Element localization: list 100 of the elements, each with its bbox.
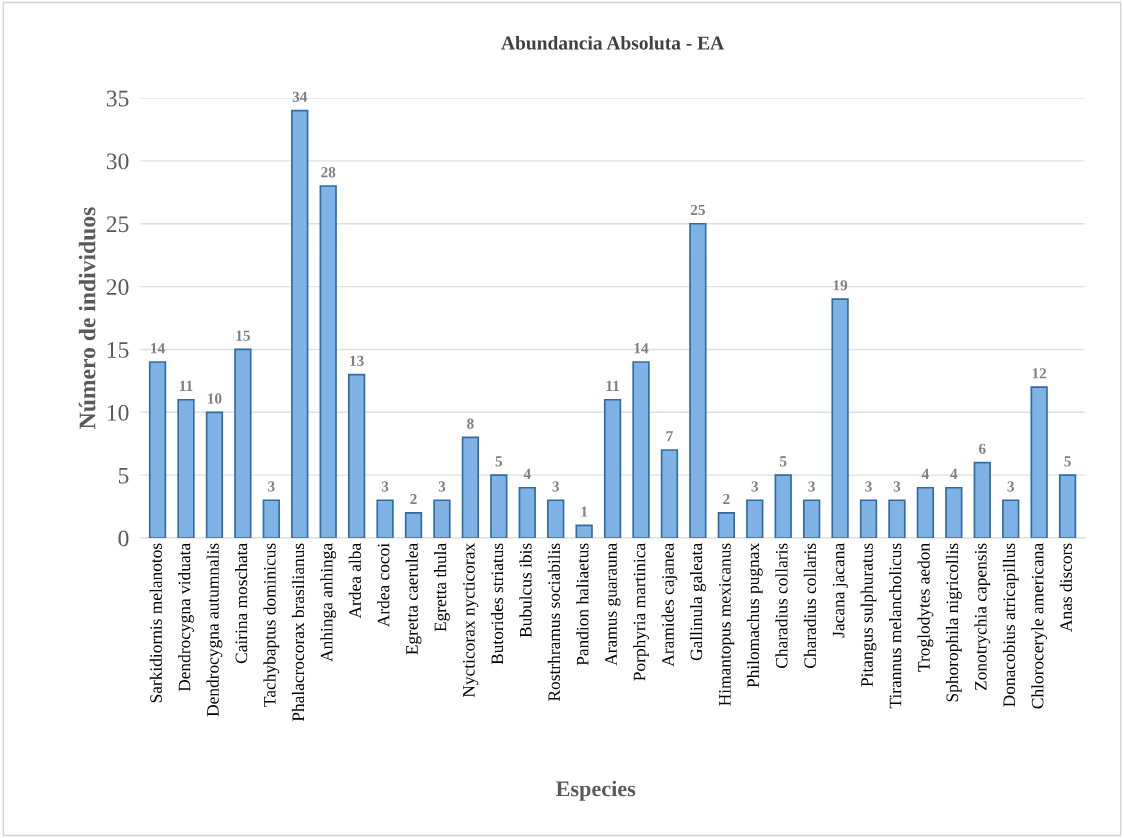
- data-label: 5: [780, 456, 787, 467]
- x-tick-label: Tachybaptus dominicus: [263, 543, 280, 707]
- bar: [575, 524, 593, 538]
- data-label: 10: [208, 393, 222, 404]
- data-label: 19: [833, 280, 848, 291]
- data-label: 3: [893, 481, 901, 492]
- data-label: 13: [350, 355, 364, 366]
- bar: [177, 398, 195, 538]
- x-tick-label: Chloroceryle americana: [1031, 543, 1048, 709]
- x-tick-label: Jacana jacana: [832, 543, 848, 638]
- data-label: 7: [666, 431, 673, 442]
- x-tick-label: Phalacrocorax brasilianus: [291, 543, 305, 722]
- data-label: 11: [606, 380, 620, 391]
- y-tick-label: 25: [106, 216, 129, 233]
- y-tick-label: 35: [106, 90, 129, 107]
- y-tick-label: 30: [106, 153, 129, 170]
- data-label: 3: [1007, 481, 1015, 492]
- bar: [1030, 386, 1048, 538]
- data-label: 14: [151, 343, 165, 354]
- bar: [262, 499, 280, 538]
- x-tick-label: Sarkidiornis melanotos: [149, 543, 162, 703]
- data-label: 6: [978, 443, 986, 454]
- data-label: 11: [180, 380, 193, 391]
- x-tick-label: Butorides striatus: [490, 543, 504, 665]
- data-label: 14: [634, 343, 649, 354]
- data-label: 3: [865, 481, 872, 492]
- bar: [347, 373, 366, 538]
- bar: [746, 499, 764, 538]
- x-tick-label: Ardea cocoi: [377, 543, 390, 628]
- data-label: 25: [690, 204, 705, 216]
- bar: [660, 449, 679, 538]
- x-tick-label: Dendrocygna viduata: [178, 543, 194, 692]
- bar: [1058, 474, 1077, 538]
- x-tick-label: Himantopus mexicanus: [719, 543, 735, 706]
- data-label: 1: [581, 506, 588, 517]
- y-axis-title: Número de individuos: [78, 207, 96, 429]
- data-label: 4: [950, 468, 958, 479]
- bar: [376, 499, 394, 538]
- x-tick-label: Egretta caerulea: [405, 543, 422, 655]
- bar: [205, 411, 224, 538]
- data-label: 12: [1032, 368, 1047, 379]
- bar: [945, 486, 963, 538]
- data-label: 3: [751, 481, 759, 492]
- bar: [603, 398, 622, 538]
- x-tick-label: Anas discors: [1059, 543, 1072, 632]
- bar: [888, 499, 906, 538]
- x-tick-label: Charadius collaris: [775, 543, 788, 668]
- y-tick-label: 20: [106, 279, 129, 296]
- bar: [404, 512, 423, 538]
- bar: [632, 361, 650, 538]
- x-tick-label: Ardea alba: [348, 543, 361, 619]
- bar: [291, 109, 309, 538]
- bar: [831, 298, 849, 538]
- bar: [774, 474, 792, 538]
- x-axis-title: Especies: [555, 780, 636, 801]
- data-label: 8: [467, 418, 474, 429]
- x-tick-label: Pandion haliaetus: [576, 543, 589, 666]
- bar: [859, 499, 878, 538]
- bar: [518, 486, 536, 538]
- x-tick-label: Dendrocygna autumnalis: [206, 543, 223, 717]
- data-label: 3: [552, 481, 559, 492]
- data-label: 3: [808, 481, 815, 492]
- x-tick-label: Philomachus pugnax: [746, 543, 763, 688]
- x-tick-label: Cairina moschata: [235, 543, 248, 664]
- data-label: 3: [381, 481, 389, 492]
- data-label: 5: [1064, 456, 1071, 467]
- x-tick-label: Gallinula galeata: [690, 543, 706, 661]
- bar: [1002, 499, 1020, 538]
- bar: [802, 499, 821, 538]
- x-tick-label: Rostrhramus sociabilis: [547, 543, 561, 702]
- bar: [717, 512, 735, 538]
- x-tick-label: Tirannus melancholicus: [889, 543, 902, 709]
- x-tick-label: Nycticorax nycticorax: [463, 543, 479, 698]
- x-tick-label: Bubulcus ibis: [519, 543, 532, 638]
- x-tick-label: Donacobius atricapillus: [1002, 543, 1019, 707]
- data-label: 28: [321, 167, 336, 178]
- data-label: 15: [236, 330, 250, 341]
- data-label: 5: [495, 456, 503, 467]
- data-label: 2: [723, 493, 730, 505]
- data-label: 3: [438, 481, 446, 492]
- x-tick-label: Sphorophila nigricollis: [945, 543, 962, 702]
- y-tick-label: 0: [118, 530, 129, 547]
- x-tick-label: Charadius collaris: [803, 543, 816, 668]
- bar: [689, 222, 707, 538]
- data-label: 34: [292, 91, 308, 102]
- bar: [490, 474, 508, 538]
- x-tick-label: Egretta thula: [434, 543, 450, 632]
- bar: [148, 361, 167, 538]
- x-tick-label: Porphyria martinica: [633, 543, 649, 681]
- x-tick-label: Pitangus sulphuratus: [860, 543, 877, 687]
- bar: [916, 486, 935, 538]
- x-tick-label: Anhinga anhinga: [320, 543, 337, 662]
- y-tick-label: 5: [118, 467, 129, 484]
- bar: [234, 348, 252, 538]
- bar: [461, 436, 480, 538]
- data-label: 2: [410, 493, 417, 505]
- y-tick-label: 15: [107, 342, 129, 358]
- data-label: 4: [523, 468, 531, 479]
- data-label: 3: [268, 481, 275, 492]
- bar: [433, 499, 451, 538]
